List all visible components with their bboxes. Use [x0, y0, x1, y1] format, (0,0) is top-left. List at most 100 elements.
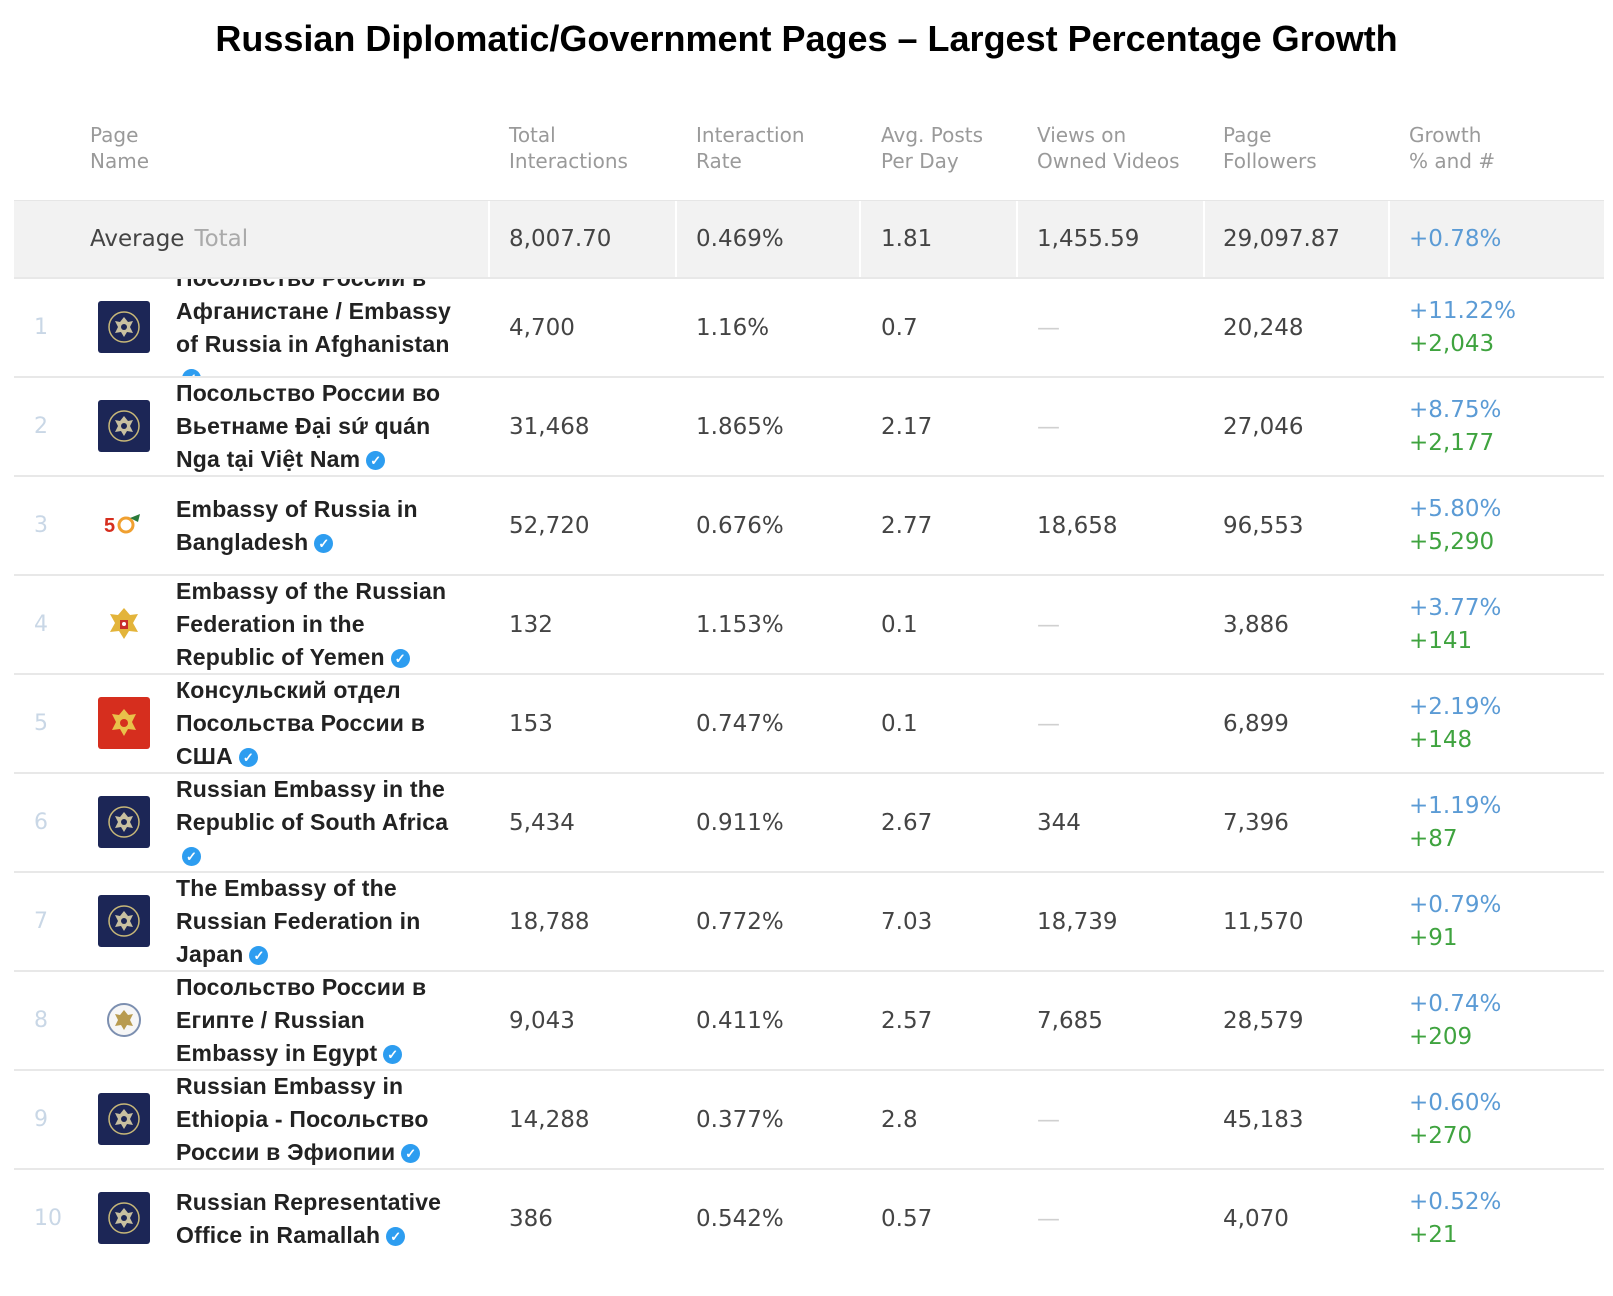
table-row[interactable]: 1 Посольство России в Афганистане / Emba… — [14, 277, 1604, 376]
avg-total-interactions: 8,007.70 — [509, 226, 612, 252]
col-page-name[interactable]: Page Name — [90, 123, 150, 173]
verified-badge-icon: ✓ — [390, 649, 410, 669]
page-name-link[interactable]: The Embassy of the Russian Federation in… — [176, 875, 421, 967]
row-interaction-rate: 1.16% — [696, 314, 770, 341]
row-rank: 6 — [34, 810, 48, 835]
table-row[interactable]: 4 Embassy of the Russian Federation in t… — [14, 574, 1604, 673]
page-avatar[interactable] — [98, 994, 150, 1046]
row-growth-percent: +0.79% — [1409, 891, 1502, 918]
page-title: Russian Diplomatic/Government Pages – La… — [215, 18, 1398, 59]
avg-views: 1,455.59 — [1037, 226, 1140, 252]
row-avg-posts: 2.17 — [881, 413, 933, 440]
total-toggle[interactable]: Total — [194, 226, 249, 252]
row-rank: 7 — [34, 909, 48, 934]
page-name-link[interactable]: Embassy of Russia in Bangladesh — [176, 495, 418, 555]
row-interaction-rate: 0.542% — [696, 1205, 784, 1232]
row-growth-percent: +2.19% — [1409, 693, 1502, 720]
col-avg-posts[interactable]: Avg. Posts Per Day — [881, 123, 984, 173]
page-avatar[interactable] — [98, 598, 150, 650]
row-growth-number: +2,177 — [1409, 429, 1495, 456]
page-avatar[interactable] — [98, 301, 150, 353]
row-followers: 4,070 — [1223, 1205, 1289, 1232]
row-rank: 8 — [34, 1008, 48, 1033]
row-interaction-rate: 0.772% — [696, 908, 784, 935]
table-row[interactable]: 6 Russian Embassy in the Republic of Sou… — [14, 772, 1604, 871]
row-followers: 27,046 — [1223, 413, 1304, 440]
row-followers: 6,899 — [1223, 710, 1289, 737]
page-avatar[interactable] — [98, 1093, 150, 1145]
row-rank: 2 — [34, 414, 48, 439]
avg-followers: 29,097.87 — [1223, 226, 1341, 252]
row-followers: 45,183 — [1223, 1106, 1304, 1133]
col-views[interactable]: Views on Owned Videos — [1037, 123, 1180, 173]
row-total-interactions: 5,434 — [509, 809, 575, 836]
row-rank: 4 — [34, 612, 48, 637]
row-total-interactions: 52,720 — [509, 512, 590, 539]
page-avatar[interactable] — [98, 697, 150, 749]
row-growth-number: +21 — [1409, 1221, 1458, 1248]
row-total-interactions: 9,043 — [509, 1007, 575, 1034]
col-total-interactions[interactable]: Total Interactions — [509, 123, 628, 173]
row-growth-number: +270 — [1409, 1122, 1473, 1149]
table-row[interactable]: 10 Russian Representative Office in Rama… — [14, 1168, 1604, 1267]
page-avatar[interactable] — [98, 796, 150, 848]
page-avatar[interactable] — [98, 400, 150, 452]
page-avatar[interactable]: 5 — [98, 499, 150, 551]
avg-posts: 1.81 — [881, 226, 933, 252]
page-name-link[interactable]: Russian Embassy in Ethiopia - Посольство… — [176, 1073, 429, 1165]
col-followers[interactable]: Page Followers — [1223, 123, 1317, 173]
page-name-link[interactable]: Посольство России в Афганистане / Embass… — [176, 279, 452, 357]
row-avg-posts: 0.7 — [881, 314, 918, 341]
verified-badge-icon: ✓ — [386, 1226, 406, 1246]
row-total-interactions: 153 — [509, 710, 553, 737]
row-growth-percent: +1.19% — [1409, 792, 1502, 819]
col-growth[interactable]: Growth % and # — [1409, 123, 1496, 173]
pages-table: Page Name Total Interactions Interaction… — [14, 100, 1604, 1267]
row-interaction-rate: 1.153% — [696, 611, 784, 638]
average-label: Average — [90, 226, 185, 252]
row-interaction-rate: 1.865% — [696, 413, 784, 440]
row-rank: 10 — [34, 1206, 62, 1231]
row-rank: 5 — [34, 711, 48, 736]
page-avatar[interactable] — [98, 1192, 150, 1244]
table-row[interactable]: 9 Russian Embassy in Ethiopia - Посольст… — [14, 1069, 1604, 1168]
row-growth-percent: +8.75% — [1409, 396, 1502, 423]
row-growth-percent: +0.52% — [1409, 1188, 1502, 1215]
page-name-link[interactable]: Russian Representative Office in Ramalla… — [176, 1188, 442, 1248]
row-total-interactions: 14,288 — [509, 1106, 590, 1133]
row-followers: 7,396 — [1223, 809, 1289, 836]
row-interaction-rate: 0.747% — [696, 710, 784, 737]
page-avatar[interactable] — [98, 895, 150, 947]
row-followers: 20,248 — [1223, 314, 1304, 341]
col-interaction-rate[interactable]: Interaction Rate — [696, 123, 805, 173]
row-interaction-rate: 0.377% — [696, 1106, 784, 1133]
row-views: — — [1037, 1106, 1060, 1133]
row-growth-percent: +11.22% — [1409, 297, 1516, 324]
row-followers: 96,553 — [1223, 512, 1304, 539]
row-views: 18,658 — [1037, 512, 1118, 539]
row-growth-number: +5,290 — [1409, 528, 1495, 555]
table-row[interactable]: 7 The Embassy of the Russian Federation … — [14, 871, 1604, 970]
row-avg-posts: 2.77 — [881, 512, 933, 539]
page-name-link[interactable]: Консульский отдел Посольства России в СШ… — [176, 677, 426, 769]
table-row[interactable]: 5 Консульский отдел Посольства России в … — [14, 673, 1604, 772]
row-growth-number: +91 — [1409, 924, 1458, 951]
table-row[interactable]: 2 Посольство России во Вьетнаме Đại sứ q… — [14, 376, 1604, 475]
row-interaction-rate: 0.911% — [696, 809, 784, 836]
verified-badge-icon: ✓ — [314, 533, 334, 553]
page-name-link[interactable]: Посольство России во Вьетнаме Đại sứ quá… — [176, 380, 441, 472]
row-interaction-rate: 0.411% — [696, 1007, 784, 1034]
table-row[interactable]: 8 Посольство России в Египте / Russian E… — [14, 970, 1604, 1069]
row-views: — — [1037, 710, 1060, 737]
row-views: 18,739 — [1037, 908, 1118, 935]
row-views: — — [1037, 611, 1060, 638]
table-row[interactable]: 3 5 Embassy of Russia in Bangladesh ✓ 52,… — [14, 475, 1604, 574]
page-name-link[interactable]: Посольство России в Египте / Russian Emb… — [176, 974, 427, 1066]
table-header: Page Name Total Interactions Interaction… — [14, 100, 1604, 200]
page-name-link[interactable]: Embassy of the Russian Federation in the… — [176, 578, 447, 670]
avg-growth: +0.78% — [1409, 226, 1502, 252]
verified-badge-icon: ✓ — [383, 1045, 403, 1065]
verified-badge-icon: ✓ — [182, 847, 201, 867]
page-name-link[interactable]: Russian Embassy in the Republic of South… — [176, 776, 449, 835]
row-avg-posts: 0.1 — [881, 710, 918, 737]
